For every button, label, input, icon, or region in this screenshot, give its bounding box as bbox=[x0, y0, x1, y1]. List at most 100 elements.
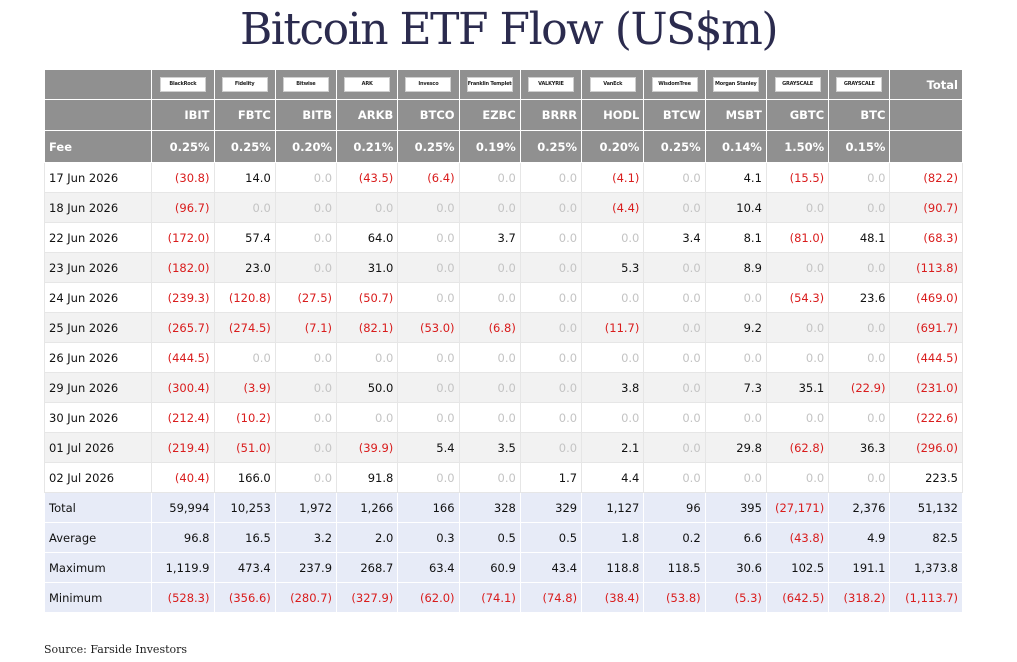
flow-cell: (43.8) bbox=[765, 522, 830, 553]
table-row: 17 Jun 2026 (30.8) 14.0 0.0 (43.5) (6.4) 0.0 0.… bbox=[43, 162, 963, 193]
row-label: 29 Jun 2026 bbox=[43, 372, 153, 403]
flow-cell: 0.0 bbox=[643, 432, 706, 463]
flow-cell: (50.7) bbox=[336, 282, 399, 313]
flow-cell: 0.0 bbox=[274, 162, 338, 193]
table-row: 01 Jul 2026 (219.4) (51.0) 0.0 (39.9) 5.4 3.5 0… bbox=[43, 432, 963, 463]
ticker-header: IBIT bbox=[151, 99, 215, 131]
flow-cell: (22.9) bbox=[828, 372, 891, 403]
ticker-header: BTC bbox=[828, 99, 891, 131]
invesco-logo: Invesco bbox=[405, 77, 452, 92]
flow-cell: 0.0 bbox=[274, 372, 338, 403]
flow-cell: 328 bbox=[458, 492, 521, 523]
flow-cell: 64.0 bbox=[336, 222, 399, 253]
ticker-row: IBIT FBTC BITB ARKB BTCO EZBC BRRR HODL … bbox=[43, 99, 963, 131]
logo-row: BlackRock Fidelity Bitwise ARK Invesco F… bbox=[43, 69, 963, 100]
flow-cell: 0.0 bbox=[765, 252, 830, 283]
row-label: 02 Jul 2026 bbox=[43, 462, 153, 493]
flow-cell: (444.5) bbox=[889, 342, 963, 373]
flow-cell: 0.0 bbox=[828, 192, 891, 223]
flow-cell: 10.4 bbox=[704, 192, 767, 223]
flow-cell: (51.0) bbox=[213, 432, 276, 463]
flow-cell: (318.2) bbox=[828, 582, 891, 613]
ticker-header: BITB bbox=[274, 99, 338, 131]
valkyrie-logo: VALKYRIE bbox=[527, 77, 574, 92]
flow-cell: 0.0 bbox=[274, 192, 338, 223]
vaneck-logo: VanEck bbox=[589, 77, 636, 92]
table-row: 23 Jun 2026 (182.0) 23.0 0.0 31.0 0.0 0.0 0.0 5.… bbox=[43, 252, 963, 283]
flow-cell: 51,132 bbox=[889, 492, 963, 523]
flow-cell: 0.0 bbox=[458, 252, 521, 283]
flow-cell: 0.0 bbox=[828, 342, 891, 373]
flow-cell: 0.0 bbox=[458, 372, 521, 403]
flow-cell: (444.5) bbox=[151, 342, 215, 373]
flow-cell: 0.0 bbox=[581, 402, 645, 433]
row-label: 01 Jul 2026 bbox=[43, 432, 153, 463]
franklin-logo: Franklin Templeton bbox=[466, 77, 513, 92]
flow-cell: 0.0 bbox=[519, 222, 583, 253]
flow-cell: 23.6 bbox=[828, 282, 891, 313]
flow-cell: 3.4 bbox=[643, 222, 706, 253]
ticker-header: HODL bbox=[581, 99, 645, 131]
flow-cell: 0.0 bbox=[397, 342, 460, 373]
flow-cell: 0.5 bbox=[458, 522, 521, 553]
flow-cell: 96.8 bbox=[151, 522, 215, 553]
grayscale-mini-logo: GRAYSCALE bbox=[836, 77, 883, 92]
flow-cell: (82.1) bbox=[336, 312, 399, 343]
flow-cell: 0.0 bbox=[581, 342, 645, 373]
flow-cell: 237.9 bbox=[274, 552, 338, 583]
flow-cell: (81.0) bbox=[765, 222, 830, 253]
flow-cell: 0.0 bbox=[397, 192, 460, 223]
flow-cell: (6.8) bbox=[458, 312, 521, 343]
flow-cell: 0.0 bbox=[397, 222, 460, 253]
summary-row: Minimum (528.3) (356.6) (280.7) (327.9) (62.0… bbox=[43, 582, 963, 613]
flow-cell: 0.0 bbox=[213, 192, 276, 223]
flow-cell: 0.0 bbox=[274, 252, 338, 283]
flow-cell: (212.4) bbox=[151, 402, 215, 433]
ticker-header: FBTC bbox=[213, 99, 276, 131]
flow-cell: 0.0 bbox=[643, 282, 706, 313]
flow-cell: 166 bbox=[397, 492, 460, 523]
flow-cell: 29.8 bbox=[704, 432, 767, 463]
table-row: 02 Jul 2026 (40.4) 166.0 0.0 91.8 0.0 0.0 1.7 4.… bbox=[43, 462, 963, 493]
flow-cell: 4.1 bbox=[704, 162, 767, 193]
flow-cell: (356.6) bbox=[213, 582, 276, 613]
flow-cell: 3.7 bbox=[458, 222, 521, 253]
flow-cell: 0.3 bbox=[397, 522, 460, 553]
flow-cell: 0.0 bbox=[828, 162, 891, 193]
flow-cell: 1,266 bbox=[336, 492, 399, 523]
flow-cell: 1.7 bbox=[519, 462, 583, 493]
flow-cell: 0.0 bbox=[765, 402, 830, 433]
flow-cell: 2.1 bbox=[581, 432, 645, 463]
row-label: 30 Jun 2026 bbox=[43, 402, 153, 433]
flow-cell: 0.0 bbox=[704, 402, 767, 433]
fee-cell: 0.25% bbox=[519, 130, 583, 163]
ticker-header: ARKB bbox=[336, 99, 399, 131]
flow-cell: (62.0) bbox=[397, 582, 460, 613]
fee-cell: 0.20% bbox=[581, 130, 645, 163]
flow-cell: 0.5 bbox=[519, 522, 583, 553]
fee-cell: 0.19% bbox=[458, 130, 521, 163]
flow-cell: (265.7) bbox=[151, 312, 215, 343]
table-row: 22 Jun 2026 (172.0) 57.4 0.0 64.0 0.0 3.7 0.0 0.… bbox=[43, 222, 963, 253]
total-column-header: Total bbox=[889, 69, 963, 100]
fee-cell: 0.25% bbox=[213, 130, 276, 163]
flow-cell: 50.0 bbox=[336, 372, 399, 403]
flow-cell: 48.1 bbox=[828, 222, 891, 253]
ark-logo: ARK bbox=[344, 77, 391, 92]
flow-cell: (3.9) bbox=[213, 372, 276, 403]
flow-cell: (15.5) bbox=[765, 162, 830, 193]
flow-cell: 191.1 bbox=[828, 552, 891, 583]
flow-cell: 0.0 bbox=[397, 402, 460, 433]
etf-flow-table: BlackRock Fidelity Bitwise ARK Invesco F… bbox=[43, 69, 963, 613]
flow-cell: 0.0 bbox=[643, 312, 706, 343]
flow-cell: (82.2) bbox=[889, 162, 963, 193]
flow-cell: 0.0 bbox=[643, 342, 706, 373]
flow-cell: 0.0 bbox=[336, 192, 399, 223]
row-label: 23 Jun 2026 bbox=[43, 252, 153, 283]
fee-cell: 0.20% bbox=[274, 130, 338, 163]
flow-cell: 0.0 bbox=[765, 312, 830, 343]
flow-cell: (74.8) bbox=[519, 582, 583, 613]
flow-cell: 36.3 bbox=[828, 432, 891, 463]
flow-cell: (528.3) bbox=[151, 582, 215, 613]
table-row: 29 Jun 2026 (300.4) (3.9) 0.0 50.0 0.0 0.0 0.0 3… bbox=[43, 372, 963, 403]
